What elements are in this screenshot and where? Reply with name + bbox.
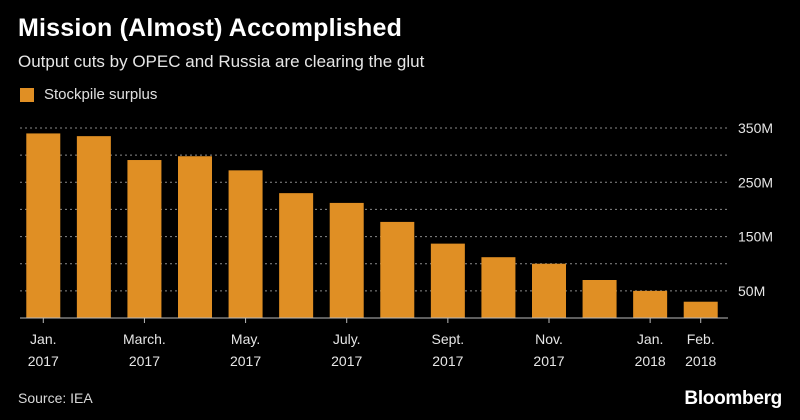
x-tick-label: Nov. <box>535 331 563 347</box>
x-tick-label: 2017 <box>331 353 362 369</box>
y-tick-label: 50M <box>738 283 765 299</box>
bar <box>582 280 617 318</box>
bar <box>76 136 111 318</box>
x-tick-label: Feb. <box>687 331 715 347</box>
x-tick-label: 2017 <box>432 353 463 369</box>
bar <box>633 290 668 318</box>
x-tick-label: Jan. <box>30 331 56 347</box>
legend: Stockpile surplus <box>20 86 157 103</box>
y-tick-label: 250M <box>738 174 773 190</box>
bar <box>481 257 516 318</box>
x-tick-label: Sept. <box>432 331 465 347</box>
chart-title: Mission (Almost) Accomplished <box>18 14 403 42</box>
bar <box>228 170 263 318</box>
x-tick-label: 2017 <box>129 353 160 369</box>
bar <box>532 263 566 318</box>
bar <box>430 243 465 318</box>
x-tick-label: 2018 <box>635 353 666 369</box>
y-tick-label: 150M <box>738 229 773 245</box>
bar <box>683 301 718 318</box>
y-tick-label: 350M <box>738 120 773 136</box>
x-tick-label: 2017 <box>28 353 59 369</box>
x-tick-label: 2018 <box>685 353 716 369</box>
x-tick-label: 2017 <box>533 353 564 369</box>
legend-label: Stockpile surplus <box>44 86 158 103</box>
x-tick-label: March. <box>123 331 166 347</box>
x-tick-label: July. <box>333 331 361 347</box>
bar <box>127 160 162 318</box>
x-tick-label: Jan. <box>637 331 663 347</box>
source-note: Source: IEA <box>18 390 93 406</box>
bloomberg-logo: Bloomberg <box>684 388 782 409</box>
x-tick-label: 2017 <box>230 353 261 369</box>
x-tick-label: May. <box>231 331 260 347</box>
bar <box>380 221 415 318</box>
bar <box>329 202 364 318</box>
legend-swatch <box>20 87 34 102</box>
bar <box>178 156 212 318</box>
bar <box>279 193 314 318</box>
bar <box>26 133 61 318</box>
chart-subtitle: Output cuts by OPEC and Russia are clear… <box>18 52 425 71</box>
